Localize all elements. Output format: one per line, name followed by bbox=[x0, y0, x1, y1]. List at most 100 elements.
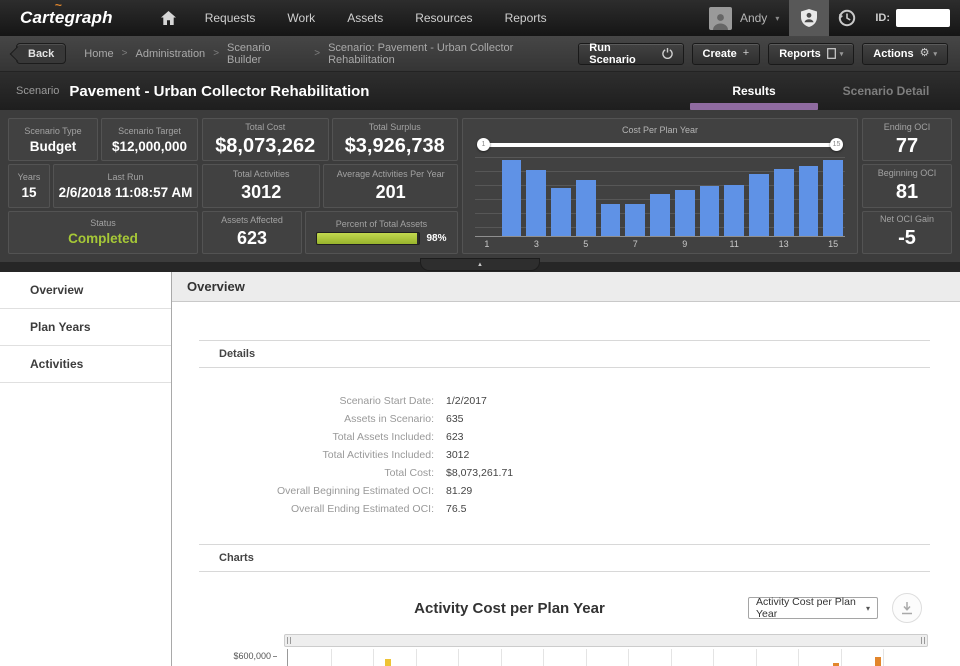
x-tick-3: 3 bbox=[533, 239, 539, 249]
history-icon[interactable] bbox=[829, 0, 865, 36]
mini-chart-title: Cost Per Plan Year bbox=[621, 125, 699, 135]
activity-chart-header: Activity Cost per Plan Year Activity Cos… bbox=[199, 592, 930, 624]
tab-scenario-detail[interactable]: Scenario Detail bbox=[842, 84, 930, 98]
nav-item-work[interactable]: Work bbox=[287, 11, 316, 25]
nav-item-resources[interactable]: Resources bbox=[415, 11, 473, 25]
scrollbar-left-grip[interactable] bbox=[287, 637, 291, 644]
scenario-summary-group: Scenario Type Budget Scenario Target $12… bbox=[8, 118, 198, 254]
oci-summary-group: Ending OCI 77 Beginning OCI 81 Net OCI G… bbox=[862, 118, 952, 254]
plan-year-range-slider[interactable]: 1 15 bbox=[477, 138, 843, 152]
x-tick-14 bbox=[799, 239, 819, 249]
download-icon bbox=[902, 601, 912, 614]
slider-handle-right[interactable]: 15 bbox=[830, 138, 843, 151]
cost-bar-year-2 bbox=[501, 157, 522, 236]
x-tick-10 bbox=[700, 239, 720, 249]
activity-chart-title: Activity Cost per Plan Year bbox=[414, 599, 605, 617]
cartegraph-logo[interactable]: Cartegraph bbox=[20, 8, 113, 28]
report-page-icon bbox=[826, 48, 836, 59]
field-overall-beginning-estimated-oci: Overall Beginning Estimated OCI: 81.29 bbox=[277, 485, 473, 497]
vertical-gridline bbox=[713, 649, 715, 666]
chevron-down-icon: ▾ bbox=[865, 603, 870, 613]
divider bbox=[199, 340, 930, 341]
chevron-down-icon: ▾ bbox=[839, 50, 844, 58]
run-scenario-button[interactable]: Run Scenario bbox=[578, 42, 684, 66]
chart-select-dropdown[interactable]: Activity Cost per Plan Year ▾ bbox=[748, 596, 878, 620]
power-icon bbox=[661, 48, 673, 59]
x-tick-12 bbox=[749, 239, 769, 249]
user-name[interactable]: Andy bbox=[739, 11, 768, 25]
x-tick-8 bbox=[650, 239, 670, 249]
breadcrumb-current-scenario: Scenario: Pavement - Urban Collector Reh… bbox=[328, 41, 514, 66]
breadcrumb-home[interactable]: Home bbox=[84, 47, 114, 60]
cost-summary-group: Total Cost $8,073,262 Total Surplus $3,9… bbox=[202, 118, 458, 254]
user-avatar[interactable] bbox=[708, 6, 732, 30]
cost-bar-year-14 bbox=[798, 157, 819, 236]
stat-years: Years 15 bbox=[8, 164, 50, 208]
charts-section-title: Charts bbox=[219, 552, 254, 564]
x-tick-15: 15 bbox=[828, 239, 839, 249]
activity-cost-plot-area bbox=[287, 649, 926, 666]
activity-cost-bar-5 bbox=[874, 657, 881, 666]
nav-item-requests[interactable]: Requests bbox=[204, 11, 256, 25]
percent-value: 98% bbox=[426, 233, 447, 245]
collapse-dashboard-handle[interactable]: ▲ bbox=[420, 258, 540, 271]
details-field-list: Scenario Start Date: 1/2/2017 Assets in … bbox=[199, 392, 930, 518]
sidebar-item-overview[interactable]: Overview bbox=[0, 272, 171, 309]
active-tab-underline bbox=[690, 103, 818, 110]
nav-item-assets[interactable]: Assets bbox=[347, 11, 384, 25]
admin-shield-icon[interactable] bbox=[789, 0, 830, 36]
breadcrumb-separator: > bbox=[121, 48, 128, 59]
scrollbar-right-grip[interactable] bbox=[921, 637, 925, 644]
actions-button[interactable]: Actions ⚙ ▾ bbox=[862, 42, 948, 65]
scenario-tabs: Results Scenario Detail bbox=[688, 72, 952, 110]
vertical-gridline bbox=[500, 649, 502, 666]
y-axis-top-tick-label: $600,000 bbox=[199, 651, 277, 661]
tab-results[interactable]: Results bbox=[688, 72, 820, 110]
id-input[interactable] bbox=[896, 9, 950, 27]
stat-total-cost: Total Cost $8,073,262 bbox=[202, 118, 329, 162]
x-tick-11: 11 bbox=[729, 239, 739, 249]
breadcrumb: Home > Administration > Scenario Builder… bbox=[84, 42, 578, 66]
cost-bar-year-15 bbox=[823, 157, 844, 236]
scenario-header: Scenario Pavement - Urban Collector Reha… bbox=[0, 72, 960, 110]
cost-per-plan-year-bars bbox=[475, 157, 845, 237]
stat-scenario-target: Scenario Target $12,000,000 bbox=[101, 118, 198, 162]
nav-item-reports[interactable]: Reports bbox=[504, 11, 547, 25]
cost-per-plan-year-xaxis: 1 3 5 7 9 11 13 15 bbox=[475, 237, 845, 249]
vertical-gridline bbox=[628, 649, 630, 666]
x-tick-4 bbox=[551, 239, 571, 249]
activity-cost-chart: $600,000 bbox=[199, 634, 930, 666]
slider-handle-left[interactable]: 1 bbox=[477, 138, 490, 151]
vertical-gridline bbox=[755, 649, 757, 666]
chevron-up-icon: ▲ bbox=[477, 261, 483, 268]
create-button[interactable]: Create + bbox=[691, 42, 761, 65]
sidebar-item-plan-years[interactable]: Plan Years bbox=[0, 309, 171, 346]
breadcrumb-bar: Back Home > Administration > Scenario Bu… bbox=[0, 36, 960, 72]
cost-bar-year-1 bbox=[477, 157, 497, 236]
id-label: ID: bbox=[875, 12, 890, 24]
breadcrumb-scenario-builder[interactable]: Scenario Builder bbox=[227, 41, 271, 66]
breadcrumb-administration[interactable]: Administration bbox=[135, 47, 206, 60]
x-tick-13: 13 bbox=[778, 239, 789, 249]
cost-bar-year-4 bbox=[551, 157, 571, 236]
back-button[interactable]: Back bbox=[16, 43, 67, 64]
x-tick-7: 7 bbox=[632, 239, 638, 249]
chart-horizontal-scrollbar[interactable] bbox=[284, 634, 928, 647]
sidebar-item-activities[interactable]: Activities bbox=[0, 346, 171, 383]
home-icon[interactable] bbox=[149, 0, 189, 36]
cost-bar-year-6 bbox=[600, 157, 621, 236]
breadcrumb-separator: > bbox=[213, 48, 220, 59]
x-tick-2 bbox=[502, 239, 522, 249]
cost-bar-year-11 bbox=[724, 157, 745, 236]
user-menu-caret-icon[interactable]: ▾ bbox=[775, 13, 780, 23]
cost-bar-year-9 bbox=[674, 157, 695, 236]
activity-cost-bar-1 bbox=[385, 659, 392, 666]
download-chart-button[interactable] bbox=[892, 593, 922, 623]
charts-section: Charts Activity Cost per Plan Year Activ… bbox=[199, 544, 930, 624]
reports-button[interactable]: Reports ▾ bbox=[768, 42, 855, 65]
activity-cost-bar-4 bbox=[833, 663, 840, 666]
cost-bar-year-12 bbox=[749, 157, 769, 236]
status-badge: Completed bbox=[68, 231, 138, 247]
percent-progress-track bbox=[316, 232, 421, 246]
